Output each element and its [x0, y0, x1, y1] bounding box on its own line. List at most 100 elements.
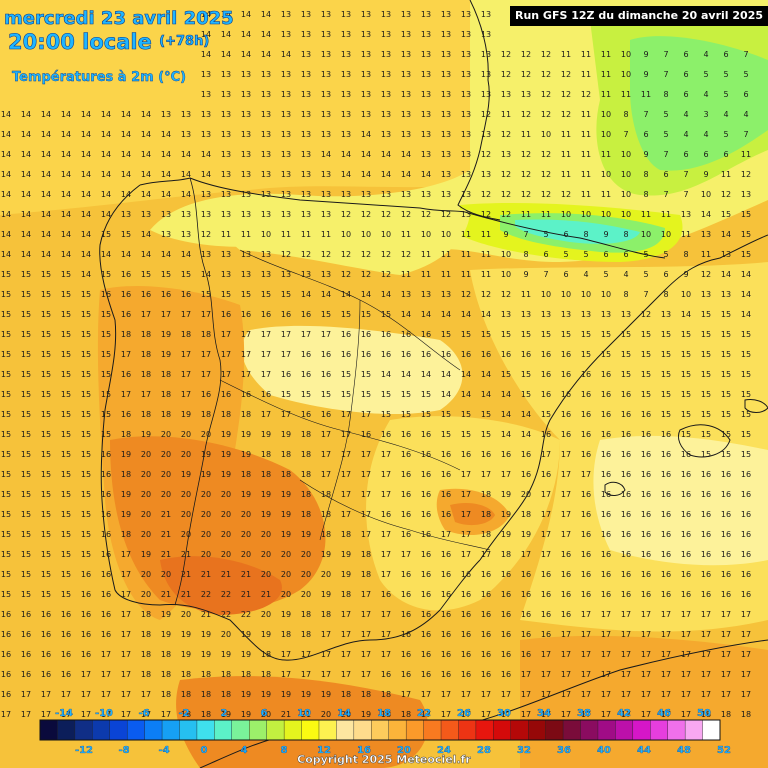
- grid-value: 20: [181, 430, 191, 439]
- grid-value: 17: [661, 710, 671, 719]
- grid-value: 16: [501, 450, 511, 459]
- grid-value: 16: [741, 470, 751, 479]
- grid-value: 12: [541, 50, 551, 59]
- grid-value: 18: [121, 530, 131, 539]
- grid-value: 13: [401, 70, 411, 79]
- grid-value: 13: [461, 10, 471, 19]
- grid-value: 16: [561, 390, 571, 399]
- grid-value: 13: [361, 30, 371, 39]
- grid-value: 13: [461, 210, 471, 219]
- legend-swatch: [214, 719, 233, 741]
- grid-value: 17: [581, 650, 591, 659]
- grid-value: 14: [41, 130, 51, 139]
- grid-value: 14: [121, 250, 131, 259]
- grid-value: 22: [221, 610, 231, 619]
- grid-value: 15: [361, 310, 371, 319]
- grid-value: 14: [61, 170, 71, 179]
- grid-value: 16: [321, 370, 331, 379]
- grid-value: 19: [241, 490, 251, 499]
- grid-value: 17: [101, 650, 111, 659]
- grid-value: 16: [641, 570, 651, 579]
- legend-label: 40: [597, 745, 611, 756]
- grid-value: 19: [221, 450, 231, 459]
- grid-value: 17: [321, 470, 331, 479]
- grid-value: 15: [741, 230, 751, 239]
- grid-value: 14: [121, 110, 131, 119]
- grid-value: 11: [561, 130, 571, 139]
- grid-value: 15: [101, 390, 111, 399]
- grid-value: 13: [201, 110, 211, 119]
- grid-value: 13: [461, 30, 471, 39]
- grid-value: 12: [381, 250, 391, 259]
- grid-value: 16: [641, 590, 651, 599]
- grid-value: 17: [701, 650, 711, 659]
- grid-value: 20: [181, 450, 191, 459]
- grid-value: 17: [321, 330, 331, 339]
- grid-value: 13: [361, 190, 371, 199]
- pyrenees-border: [464, 211, 666, 259]
- grid-value: 15: [1, 590, 11, 599]
- grid-value: 16: [21, 670, 31, 679]
- grid-value: 16: [41, 650, 51, 659]
- grid-value: 12: [521, 50, 531, 59]
- grid-value: 16: [661, 590, 671, 599]
- grid-value: 16: [461, 570, 471, 579]
- grid-value: 16: [681, 550, 691, 559]
- grid-value: 18: [321, 490, 331, 499]
- grid-value: 19: [281, 490, 291, 499]
- grid-value: 5: [643, 270, 648, 279]
- grid-value: 16: [21, 650, 31, 659]
- grid-value: 18: [141, 610, 151, 619]
- grid-value: 17: [461, 530, 471, 539]
- grid-value: 13: [241, 210, 251, 219]
- grid-value: 18: [701, 710, 711, 719]
- grid-value: 17: [201, 370, 211, 379]
- grid-value: 16: [401, 470, 411, 479]
- grid-value: 17: [661, 650, 671, 659]
- grid-value: 14: [321, 150, 331, 159]
- legend-label: 34: [537, 708, 551, 719]
- legend-label: -6: [138, 708, 149, 719]
- grid-value: 20: [161, 430, 171, 439]
- grid-value: 15: [61, 310, 71, 319]
- legend-label: 22: [417, 708, 431, 719]
- grid-value: 15: [81, 410, 91, 419]
- grid-value: 16: [561, 430, 571, 439]
- grid-value: 19: [241, 710, 251, 719]
- grid-value: 11: [601, 150, 611, 159]
- grid-value: 19: [181, 650, 191, 659]
- grid-value: 5: [543, 230, 548, 239]
- grid-value: 12: [481, 110, 491, 119]
- grid-value: 10: [621, 210, 631, 219]
- grid-value: 14: [101, 190, 111, 199]
- grid-value: 13: [441, 110, 451, 119]
- grid-value: 14: [61, 110, 71, 119]
- grid-value: 14: [181, 150, 191, 159]
- grid-value: 7: [523, 230, 528, 239]
- grid-value: 17: [561, 630, 571, 639]
- grid-value: 15: [1, 350, 11, 359]
- grid-value: 10: [581, 290, 591, 299]
- grid-value: 17: [121, 390, 131, 399]
- grid-value: 17: [721, 650, 731, 659]
- grid-value: 12: [541, 70, 551, 79]
- grid-value: 17: [361, 610, 371, 619]
- grid-value: 13: [301, 70, 311, 79]
- grid-value: 16: [421, 570, 431, 579]
- grid-value: 13: [501, 150, 511, 159]
- grid-value: 5: [663, 130, 668, 139]
- grid-value: 21: [161, 530, 171, 539]
- grid-value: 17: [121, 650, 131, 659]
- grid-value: 13: [161, 110, 171, 119]
- legend-label: 36: [557, 745, 571, 756]
- grid-value: 16: [241, 390, 251, 399]
- grid-value: 15: [301, 390, 311, 399]
- grid-value: 13: [201, 190, 211, 199]
- grid-value: 16: [101, 610, 111, 619]
- grid-value: 16: [661, 490, 671, 499]
- legend-label: 38: [577, 708, 591, 719]
- grid-value: 15: [61, 270, 71, 279]
- grid-value: 13: [701, 230, 711, 239]
- grid-value: 20: [141, 450, 151, 459]
- grid-value: 12: [381, 210, 391, 219]
